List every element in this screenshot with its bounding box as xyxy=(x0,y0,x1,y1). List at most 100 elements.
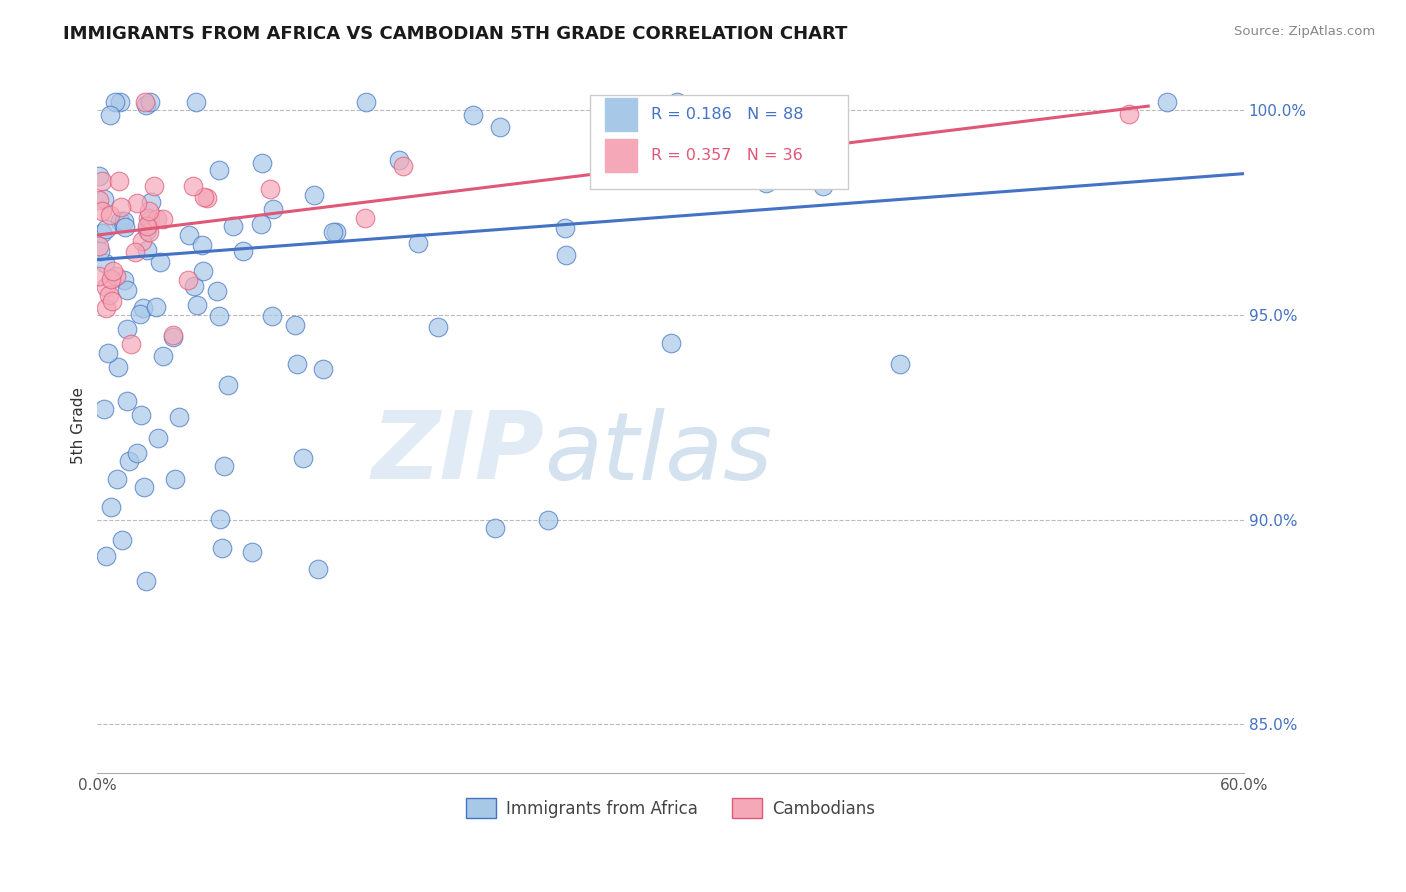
Point xyxy=(208,162,231,177)
Point xyxy=(142,179,165,194)
Point xyxy=(186,298,208,312)
Point xyxy=(232,244,254,259)
Point xyxy=(100,272,122,286)
FancyBboxPatch shape xyxy=(591,95,848,189)
Point xyxy=(114,214,136,228)
Text: R = 0.357   N = 36: R = 0.357 N = 36 xyxy=(651,148,803,163)
Point xyxy=(489,120,512,134)
Point xyxy=(115,284,138,298)
Point xyxy=(259,181,281,195)
Point xyxy=(250,217,273,231)
Point xyxy=(537,513,560,527)
Text: IMMIGRANTS FROM AFRICA VS CAMBODIAN 5TH GRADE CORRELATION CHART: IMMIGRANTS FROM AFRICA VS CAMBODIAN 5TH … xyxy=(63,25,848,43)
Point xyxy=(177,227,200,242)
Point xyxy=(136,243,159,257)
Point xyxy=(101,293,124,308)
Point xyxy=(697,127,720,141)
Text: atlas: atlas xyxy=(544,408,773,499)
Point xyxy=(96,549,118,564)
Point xyxy=(302,187,325,202)
Point xyxy=(461,107,484,121)
Point xyxy=(136,223,159,237)
Point xyxy=(211,541,233,556)
Point xyxy=(115,393,138,408)
Point xyxy=(1156,95,1178,109)
Point xyxy=(108,95,131,109)
Point xyxy=(107,359,129,374)
Point xyxy=(100,500,122,515)
Y-axis label: 5th Grade: 5th Grade xyxy=(72,387,86,464)
Point xyxy=(98,208,121,222)
Point xyxy=(127,446,149,460)
Point xyxy=(139,195,162,210)
Point xyxy=(292,451,315,466)
Point xyxy=(101,264,124,278)
Point xyxy=(148,431,170,445)
Point xyxy=(131,234,153,248)
Point xyxy=(177,273,200,287)
Point xyxy=(312,361,335,376)
Point xyxy=(322,225,344,239)
Point xyxy=(108,214,131,228)
Point xyxy=(152,212,174,227)
Point xyxy=(145,300,167,314)
Point xyxy=(191,237,214,252)
Point xyxy=(889,357,911,371)
Point xyxy=(93,192,115,206)
Point xyxy=(356,95,378,109)
Point xyxy=(152,349,174,363)
Point xyxy=(184,95,207,109)
Point xyxy=(207,284,229,298)
Point xyxy=(262,309,284,323)
Point xyxy=(94,255,117,269)
Point xyxy=(240,545,263,559)
Point xyxy=(427,320,450,334)
Point xyxy=(285,357,308,371)
Point xyxy=(131,408,153,422)
Point xyxy=(666,95,689,109)
Point xyxy=(392,159,415,173)
Text: ZIP: ZIP xyxy=(371,408,544,500)
Bar xyxy=(605,98,637,131)
Point xyxy=(217,378,239,392)
Point xyxy=(104,95,127,109)
Point xyxy=(139,95,162,109)
Point xyxy=(162,328,184,343)
Point xyxy=(307,562,329,576)
Point xyxy=(1118,107,1140,121)
Point xyxy=(193,190,215,204)
Point xyxy=(91,174,114,188)
Point xyxy=(554,221,576,235)
Point xyxy=(89,269,111,284)
Point xyxy=(111,533,134,547)
Point xyxy=(325,225,347,239)
Point xyxy=(114,219,136,234)
Point xyxy=(146,212,169,227)
Point xyxy=(112,273,135,287)
Point xyxy=(209,511,232,525)
Point xyxy=(408,236,430,251)
Point xyxy=(107,472,129,486)
Point xyxy=(262,202,284,217)
Point xyxy=(132,301,155,315)
Point xyxy=(127,195,149,210)
Point xyxy=(162,329,184,343)
Point xyxy=(136,211,159,226)
Point xyxy=(94,301,117,316)
Bar xyxy=(605,139,637,172)
Point xyxy=(108,173,131,187)
Point xyxy=(97,346,120,360)
Point xyxy=(484,521,506,535)
Point xyxy=(755,176,778,190)
Point xyxy=(89,239,111,253)
Text: R = 0.186   N = 88: R = 0.186 N = 88 xyxy=(651,107,804,122)
Point xyxy=(813,179,835,194)
Point xyxy=(555,248,578,262)
Point xyxy=(138,204,160,219)
Point xyxy=(183,279,205,293)
Point xyxy=(222,219,245,233)
Point xyxy=(138,225,160,239)
Point xyxy=(134,95,156,109)
Point xyxy=(120,336,142,351)
Point xyxy=(128,307,150,321)
